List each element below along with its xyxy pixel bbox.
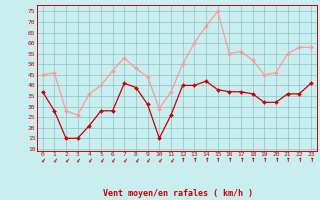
Text: ↓: ↓ [108, 155, 117, 165]
Text: ↓: ↓ [132, 155, 140, 165]
Text: ↑: ↑ [180, 156, 185, 164]
Text: ↓: ↓ [62, 155, 70, 165]
Text: ↑: ↑ [250, 156, 255, 164]
Text: ↓: ↓ [143, 155, 152, 165]
Text: ↑: ↑ [227, 156, 232, 164]
Text: ↑: ↑ [239, 156, 243, 164]
Text: ↓: ↓ [38, 155, 47, 165]
Text: ↑: ↑ [262, 156, 267, 164]
Text: ↑: ↑ [309, 156, 313, 164]
Text: ↓: ↓ [85, 155, 93, 165]
Text: ↑: ↑ [204, 156, 208, 164]
Text: Vent moyen/en rafales ( km/h ): Vent moyen/en rafales ( km/h ) [103, 189, 252, 198]
Text: ↓: ↓ [155, 155, 164, 165]
Text: ↓: ↓ [120, 155, 129, 165]
Text: ↓: ↓ [167, 155, 175, 165]
Text: ↓: ↓ [73, 155, 82, 165]
Text: ↓: ↓ [50, 155, 59, 165]
Text: ↑: ↑ [285, 156, 290, 164]
Text: ↑: ↑ [192, 156, 196, 164]
Text: ↑: ↑ [297, 156, 302, 164]
Text: ↑: ↑ [274, 156, 278, 164]
Text: ↓: ↓ [97, 155, 105, 165]
Text: ↑: ↑ [215, 156, 220, 164]
